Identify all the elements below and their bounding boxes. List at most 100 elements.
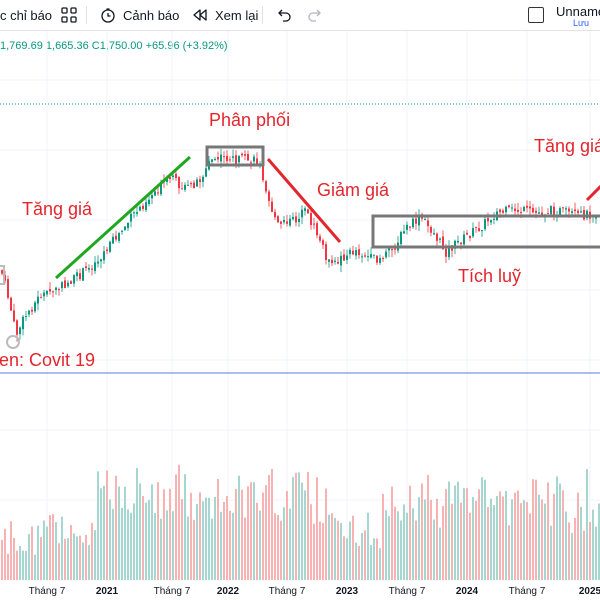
price-chart[interactable]: en: Covit 19 Tăng giá Phân phối Giảm giá… (0, 31, 600, 600)
candle-body (286, 221, 288, 224)
templates-button[interactable] (60, 6, 84, 24)
candle-body (460, 242, 462, 245)
volume-bar (562, 490, 564, 580)
volume-bar (268, 474, 270, 580)
layout-name[interactable]: Unname (556, 4, 600, 19)
accumulation-annotation[interactable]: Tích luỹ (458, 266, 521, 286)
uptrend-annotation[interactable]: Tăng giá (22, 199, 93, 219)
volume-bar (175, 474, 177, 580)
redo-button[interactable] (306, 6, 330, 24)
volume-bar (265, 485, 267, 580)
replay-button[interactable]: Xem lại (191, 6, 258, 24)
candle-body (172, 175, 174, 178)
candle-body (103, 251, 105, 261)
candle-body (304, 208, 306, 211)
covid-circle[interactable] (6, 335, 20, 349)
candle-body (175, 173, 177, 178)
time-axis-label: 2024 (456, 586, 479, 597)
volume-bar (97, 471, 99, 580)
volume-bar (271, 468, 273, 580)
volume-bar (67, 538, 69, 580)
volume-bar (583, 530, 585, 580)
volume-bar (46, 526, 48, 580)
candle-body (70, 281, 72, 284)
candle-body (220, 154, 222, 162)
volume-bar (526, 501, 528, 580)
downtrend-line[interactable] (266, 158, 342, 243)
alarm-clock-icon (101, 8, 115, 23)
candle-body (244, 154, 246, 156)
volume-bar (277, 515, 279, 580)
candle-body (307, 209, 309, 214)
volume-bar (556, 476, 558, 580)
volume-bar (391, 486, 393, 580)
volume-bar (460, 502, 462, 580)
volume-bar (16, 550, 18, 580)
volume-bar (385, 510, 387, 580)
volume-bar (214, 496, 216, 580)
volume-bar (448, 481, 450, 580)
volume-bar (475, 500, 477, 580)
candle-body (370, 254, 372, 258)
save-status[interactable]: Lưu (573, 18, 590, 28)
volume-bar (598, 503, 600, 580)
volume-bar (34, 554, 36, 580)
candle-body (391, 249, 393, 251)
indicators-button[interactable]: c chỉ báo (0, 6, 52, 24)
candle-body (52, 291, 54, 293)
volume-bar (421, 483, 423, 580)
covid-box[interactable] (0, 265, 5, 285)
uptrend-line[interactable] (54, 155, 192, 280)
volume-bar (358, 546, 360, 580)
volume-bar (10, 521, 12, 580)
save-checkbox[interactable] (528, 7, 544, 23)
undo-button[interactable] (275, 6, 299, 24)
candle-body (487, 218, 489, 222)
volume-bar (478, 489, 480, 580)
time-axis[interactable]: Tháng 7 2021 Tháng 7 2022 Tháng 7 2023 Tháng 7… (29, 586, 600, 597)
volume-bar (484, 479, 486, 580)
candle-body (268, 191, 270, 201)
volume-bar (223, 501, 225, 580)
volume-bar (418, 497, 420, 580)
volume-bar (289, 508, 291, 580)
candle-body (469, 235, 471, 239)
distribution-box[interactable] (205, 145, 265, 167)
volume-bar (493, 505, 495, 580)
downtrend-annotation[interactable]: Giảm giá (317, 180, 390, 200)
volume-bar (379, 548, 381, 580)
volume-bar (118, 486, 120, 580)
uptrend-right-annotation[interactable]: Tăng giá (534, 136, 600, 156)
volume-bar (88, 545, 90, 580)
volume-bar (571, 532, 573, 580)
candle-body (415, 218, 417, 224)
volume-bar (256, 502, 258, 580)
volume-bar (412, 508, 414, 580)
volume-bar (202, 501, 204, 580)
accumulation-box[interactable] (371, 214, 600, 249)
candle-body (577, 210, 579, 214)
volume-bar (58, 543, 60, 580)
covid-annotation[interactable]: en: Covit 19 (0, 350, 95, 370)
distribution-annotation[interactable]: Phân phối (209, 110, 290, 130)
candle-body (127, 222, 129, 229)
candle-body (148, 199, 150, 205)
candle-body (565, 208, 567, 210)
candle-body (223, 156, 225, 158)
candle-body (145, 202, 147, 211)
candle-body (1, 270, 3, 274)
candle-body (28, 310, 30, 315)
candle-body (61, 281, 63, 289)
candle-body (115, 235, 117, 240)
volume-bar (595, 526, 597, 580)
uptrend-line-right[interactable] (585, 182, 600, 202)
volume-bar (163, 489, 165, 580)
volume-bar (433, 519, 435, 580)
volume-bar (340, 522, 342, 580)
candle-body (514, 208, 516, 212)
candle-body (151, 195, 153, 199)
alert-button[interactable]: Cảnh báo (99, 6, 179, 24)
time-axis-label: 2022 (217, 586, 240, 597)
candle-body (529, 206, 531, 209)
volume-bar (514, 492, 516, 580)
